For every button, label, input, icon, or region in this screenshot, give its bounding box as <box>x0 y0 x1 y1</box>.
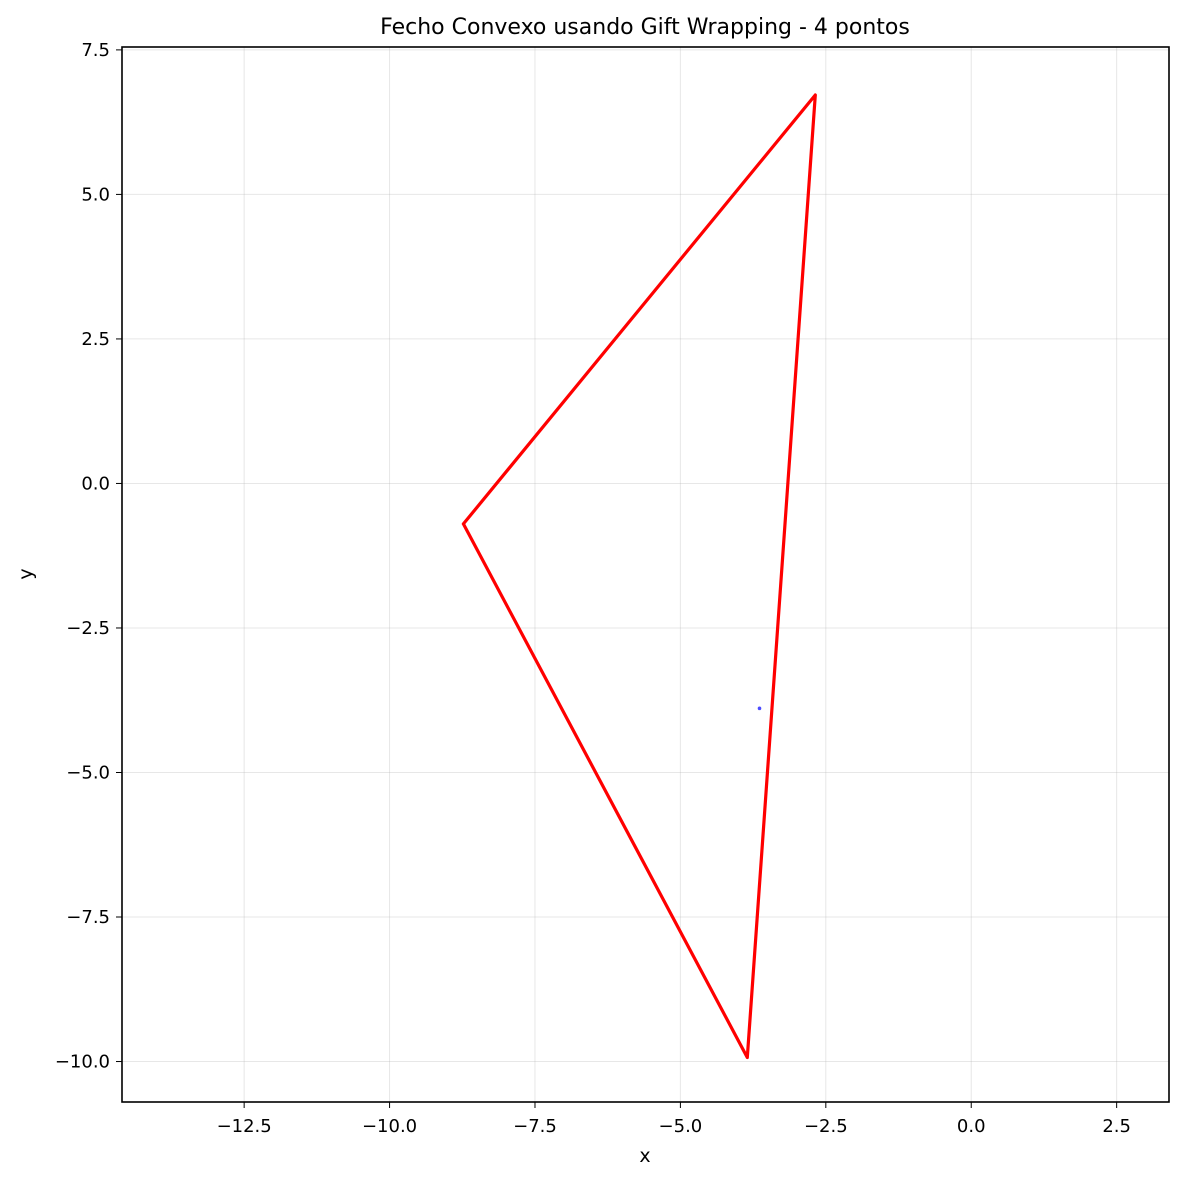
grid-layer <box>122 47 1169 1102</box>
y-tick-label: −7.5 <box>66 907 110 928</box>
x-tick-label: −5.0 <box>659 1116 703 1137</box>
convex-hull-line <box>461 93 817 1060</box>
y-tick-label: 7.5 <box>81 40 110 61</box>
x-tick-label: 0.0 <box>957 1116 986 1137</box>
y-axis-label: y <box>15 568 37 579</box>
data-point <box>757 706 762 711</box>
tick-layer: −12.5 −10.0 −7.5 −5.0 −2.5 0.0 2.5 −10.0 −7.5 −5.… <box>55 40 1131 1137</box>
x-tick-label: −10.0 <box>362 1116 417 1137</box>
data-layer <box>461 93 817 1060</box>
chart-title: Fecho Convexo usando Gift Wrapping - 4 p… <box>380 15 910 40</box>
y-tick-label: −2.5 <box>66 618 110 639</box>
x-tick-label: −2.5 <box>804 1116 848 1137</box>
y-tick-label: −10.0 <box>55 1052 110 1073</box>
y-tick-label: 0.0 <box>81 473 110 494</box>
y-tick-label: 2.5 <box>81 329 110 350</box>
x-tick-label: −12.5 <box>217 1116 272 1137</box>
y-tick-label: 5.0 <box>81 184 110 205</box>
x-tick-label: 2.5 <box>1102 1116 1131 1137</box>
y-tick-label: −5.0 <box>66 762 110 783</box>
x-tick-label: −7.5 <box>513 1116 557 1137</box>
plot-frame <box>121 46 1170 1103</box>
x-axis-label: x <box>639 1145 650 1167</box>
